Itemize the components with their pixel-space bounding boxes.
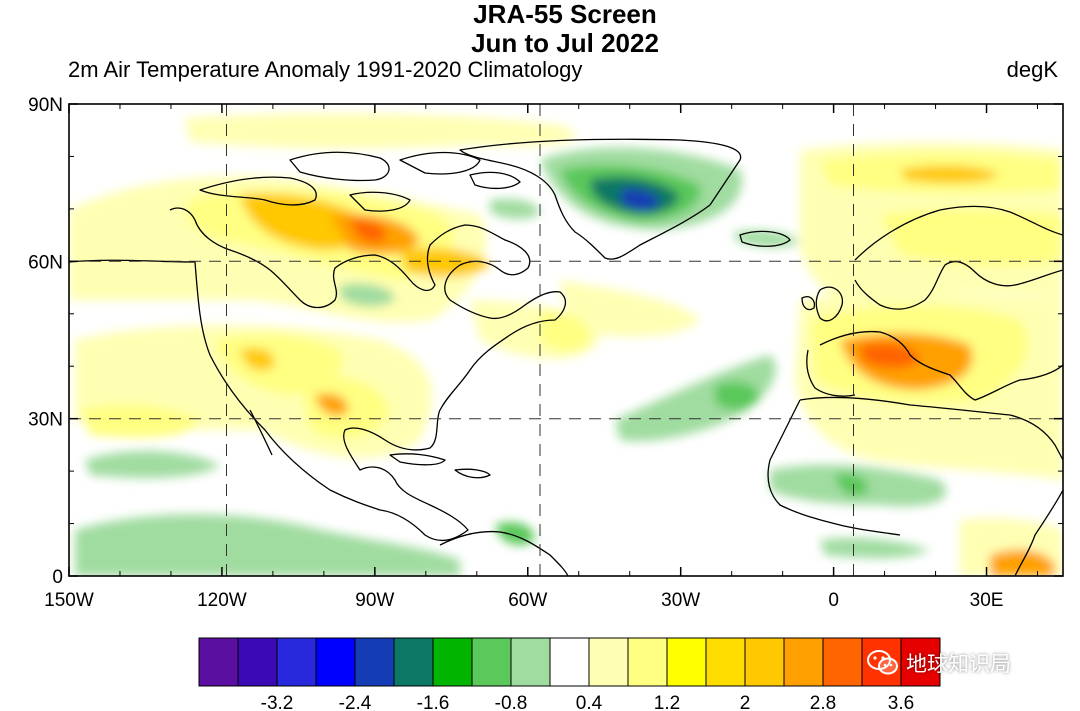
colorbar-label: -0.8 — [495, 693, 528, 711]
colorbar-swatch — [549, 637, 590, 687]
colorbar-swatch — [276, 637, 317, 687]
lon-label: 60W — [508, 590, 547, 611]
colorbar-label: 1.2 — [654, 693, 680, 711]
lon-label: 150W — [44, 590, 94, 611]
colorbar-swatch — [900, 637, 941, 687]
colorbar-label: 2 — [740, 693, 751, 711]
colorbar-swatch — [666, 637, 707, 687]
colorbar-swatch — [237, 637, 278, 687]
coastlines — [69, 138, 1063, 576]
colorbar-swatch — [198, 637, 239, 687]
lon-label: 90W — [355, 590, 394, 611]
colorbar-swatch — [510, 637, 551, 687]
figure-subtitle: 2m Air Temperature Anomaly 1991-2020 Cli… — [68, 57, 583, 82]
lon-label: 120W — [197, 590, 247, 611]
colorbar-swatch — [471, 637, 512, 687]
colorbar-swatch — [354, 637, 395, 687]
colorbar-label: -3.2 — [261, 693, 294, 711]
colorbar-label: -1.6 — [417, 693, 450, 711]
colorbar-label: -2.4 — [339, 693, 372, 711]
figure-period: Jun to Jul 2022 — [471, 28, 659, 58]
colorbar-swatch — [393, 637, 434, 687]
watermark-text: 地球知识局 — [906, 653, 1011, 676]
lon-label: 30E — [970, 590, 1004, 611]
colorbar-swatch — [588, 637, 629, 687]
graticule — [69, 104, 1063, 576]
figure-title: JRA-55 Screen — [473, 0, 657, 29]
colorbar-label: 2.8 — [810, 693, 836, 711]
colorbar-swatch — [627, 637, 668, 687]
anomaly-field — [69, 104, 1063, 576]
map-frame — [68, 103, 1064, 577]
lat-label: 90N — [28, 95, 63, 116]
colorbar-swatch — [432, 637, 473, 687]
lon-label: 30W — [661, 590, 700, 611]
watermark: 地球知识局 — [866, 648, 1011, 678]
colorbar: -3.2 -2.4 -1.6 -0.8 0.4 1.2 2 2.8 3.6 — [198, 637, 941, 711]
lat-label: 60N — [28, 252, 63, 273]
colorbar-label: 3.6 — [888, 693, 914, 711]
colorbar-swatch — [315, 637, 356, 687]
units-label: degK — [1006, 57, 1058, 82]
wechat-icon — [867, 650, 898, 675]
colorbar-swatch — [705, 637, 746, 687]
lon-label: 0 — [828, 590, 839, 611]
colorbar-swatch — [744, 637, 785, 687]
colorbar-label: 0.4 — [576, 693, 603, 711]
lat-label: 30N — [28, 410, 63, 431]
lat-label: 0 — [52, 567, 63, 588]
colorbar-swatch — [822, 637, 863, 687]
colorbar-swatch — [783, 637, 824, 687]
